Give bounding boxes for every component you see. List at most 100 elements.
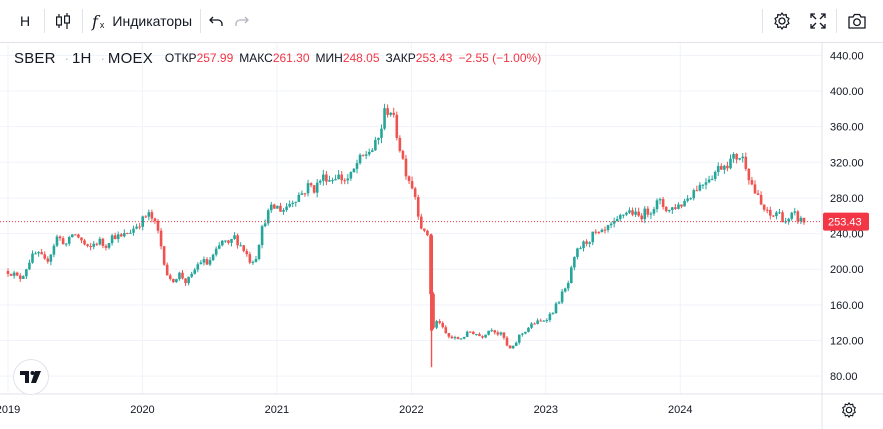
candle-down — [481, 336, 484, 338]
candle-up — [649, 213, 653, 215]
candle-up — [260, 226, 264, 245]
candle-up — [588, 242, 591, 244]
candle-up — [576, 248, 579, 257]
y-tick-label: 200.00 — [830, 264, 864, 276]
screenshot-button[interactable] — [842, 6, 872, 36]
candle-down — [753, 184, 757, 194]
candle-up — [569, 267, 573, 284]
candle-up — [233, 235, 236, 240]
symbol-exchange: MOEX — [107, 49, 153, 67]
fullscreen-button[interactable] — [804, 6, 832, 36]
candle-down — [325, 174, 328, 182]
candle-down — [404, 158, 408, 177]
candle-up — [618, 215, 622, 219]
candle-down — [450, 336, 454, 339]
candle-down — [661, 199, 665, 208]
function-icon-sub: x — [99, 20, 105, 30]
symbol-search-label: H — [19, 13, 31, 29]
candle-up — [116, 234, 120, 240]
candle-down — [227, 240, 230, 243]
toolbar-divider — [836, 9, 837, 33]
candle-down — [468, 331, 472, 333]
candle-down — [419, 216, 423, 229]
candle-down — [162, 246, 166, 265]
candle-down — [796, 211, 800, 222]
candle-up — [346, 178, 350, 181]
candle-down — [15, 272, 19, 276]
redo-button[interactable] — [230, 6, 254, 36]
candle-up — [707, 179, 711, 183]
candle-down — [750, 180, 754, 185]
symbol-search-button[interactable]: H — [8, 6, 42, 36]
candle-up — [355, 163, 359, 169]
close-label: ЗАКР — [385, 51, 416, 65]
settings-button[interactable] — [768, 6, 796, 36]
candle-down — [273, 204, 276, 209]
undo-button[interactable] — [204, 6, 228, 36]
candle-down — [86, 244, 89, 246]
candle-up — [70, 234, 74, 238]
candle-up — [462, 336, 466, 339]
candle-down — [6, 271, 10, 274]
candle-up — [741, 156, 745, 159]
candle-up — [698, 184, 702, 191]
candle-down — [386, 108, 389, 115]
candle-down — [77, 234, 80, 238]
candle-up — [542, 320, 546, 322]
candle-up — [723, 165, 726, 170]
candle-up — [793, 211, 797, 213]
candle-down — [184, 278, 187, 284]
candle-down — [768, 209, 772, 216]
candle-up — [141, 216, 145, 227]
candle-down — [603, 229, 607, 231]
candle-down — [156, 220, 160, 231]
axis-settings-button[interactable] — [836, 398, 862, 422]
candle-up — [729, 158, 732, 169]
candle-up — [135, 226, 138, 229]
legend-dot: · — [64, 50, 69, 66]
plot-background — [0, 42, 883, 394]
candle-down — [144, 216, 148, 218]
candle-up — [383, 108, 386, 129]
candle-up — [217, 245, 221, 249]
candle-up — [352, 168, 356, 173]
candle-down — [172, 278, 175, 283]
undo-icon — [209, 16, 223, 26]
candle-up — [132, 228, 135, 233]
candle-up — [683, 200, 686, 207]
candle-down — [303, 193, 307, 195]
candle-up — [643, 208, 647, 220]
symbol-name[interactable]: SBER — [14, 49, 56, 67]
chart-type-button[interactable] — [48, 6, 78, 36]
candle-down — [802, 217, 806, 223]
candle-up — [364, 154, 368, 156]
candle-up — [625, 212, 628, 215]
candle-up — [389, 112, 392, 115]
candle-down — [340, 174, 343, 181]
candle-down — [664, 207, 668, 212]
toolbar-divider — [762, 9, 763, 33]
candle-up — [214, 248, 218, 255]
candle-up — [208, 260, 212, 265]
candle-down — [438, 321, 441, 323]
candle-up — [560, 291, 564, 303]
candle-up — [671, 207, 674, 211]
candle-up — [686, 198, 689, 201]
candle-down — [505, 337, 509, 346]
candle-down — [101, 238, 105, 246]
candle-up — [374, 139, 377, 151]
candle-down — [89, 245, 92, 247]
candle-down — [205, 259, 209, 265]
candle-up — [123, 232, 126, 237]
candle-down — [138, 226, 141, 228]
candle-up — [251, 261, 255, 263]
candle-up — [557, 302, 561, 304]
candle-up — [331, 180, 334, 182]
tradingview-logo[interactable] — [14, 360, 48, 394]
candle-down — [735, 153, 738, 160]
candle-up — [548, 313, 552, 321]
candle-down — [680, 204, 683, 207]
